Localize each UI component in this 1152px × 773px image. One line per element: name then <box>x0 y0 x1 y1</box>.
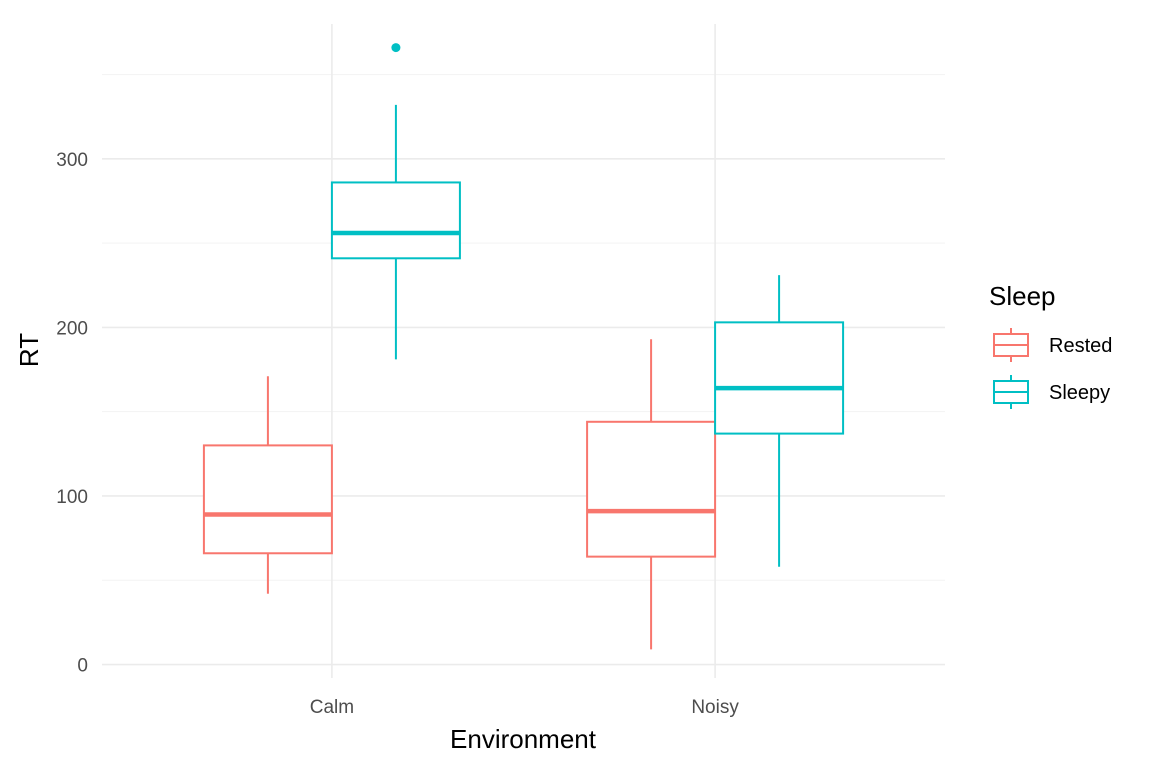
legend-entry-sleepy: Sleepy <box>993 375 1110 409</box>
axis-layer: 0 100 200 300 Calm Noisy <box>56 150 739 718</box>
box-iqr <box>714 321 845 435</box>
y-tick-label: 100 <box>56 487 88 508</box>
x-tick-label: Calm <box>310 697 354 718</box>
legend-label: Rested <box>1049 335 1112 357</box>
legend-label: Sleepy <box>1049 382 1110 404</box>
y-tick-label: 300 <box>56 150 88 171</box>
y-axis-title: RT <box>14 333 44 367</box>
y-tick-label: 200 <box>56 318 88 339</box>
legend: Sleep Rested Sleepy <box>989 281 1112 409</box>
legend-title: Sleep <box>989 281 1056 311</box>
x-axis-title: Environment <box>450 724 597 754</box>
box-sleepy-noisy <box>714 275 845 567</box>
y-tick-label: 0 <box>77 656 88 677</box>
box-iqr <box>202 444 333 555</box>
legend-entry-rested: Rested <box>993 328 1112 362</box>
box-rested-calm <box>202 376 333 594</box>
outlier-point <box>391 43 401 53</box>
x-tick-label: Noisy <box>691 697 739 718</box>
boxes-layer <box>202 43 845 650</box>
box-sleepy-calm <box>330 43 461 360</box>
box-iqr <box>586 420 717 558</box>
box-iqr <box>330 181 461 260</box>
box-rested-noisy <box>586 339 717 650</box>
